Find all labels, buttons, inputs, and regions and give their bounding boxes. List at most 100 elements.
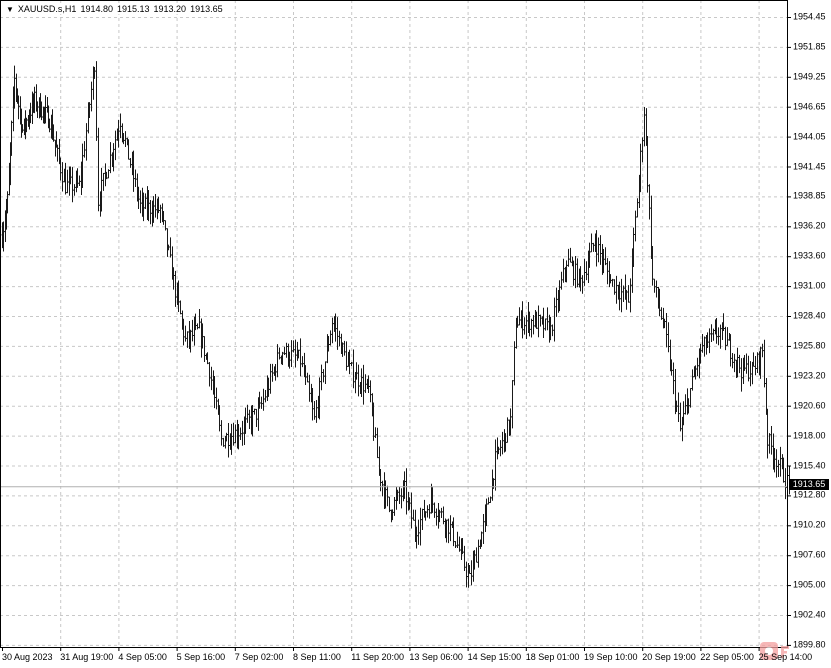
y-tick-label: 1905.00 <box>793 579 826 590</box>
ohlc-bar <box>738 354 741 374</box>
ohlc-bar <box>655 280 658 298</box>
ohlc-bar <box>551 324 554 337</box>
ohlc-bar <box>558 280 561 312</box>
ohlc-bar <box>384 480 387 509</box>
ohlc-bar <box>33 86 36 114</box>
ohlc-bar <box>445 519 448 543</box>
ohlc-bar <box>665 313 668 348</box>
ohlc-bar <box>632 227 635 268</box>
symbol-label: XAUUSD.s,H1 <box>17 4 77 14</box>
x-tick-label: 19 Sep 10:00 <box>584 652 638 662</box>
ohlc-bar <box>475 547 478 563</box>
ohlc-bar <box>539 314 542 327</box>
ohlc-bar <box>590 233 593 253</box>
close-value: 1913.65 <box>190 4 223 14</box>
ohlc-bar <box>454 541 457 548</box>
ohlc-bar <box>244 407 247 434</box>
ohlc-bar <box>485 498 488 527</box>
ohlc-bar <box>267 377 270 397</box>
ohlc-bar <box>17 95 20 120</box>
ohlc-bar <box>710 324 713 342</box>
ohlc-bar <box>85 123 88 161</box>
ohlc-bar <box>715 317 718 344</box>
ohlc-bar <box>403 471 406 499</box>
ohlc-bar <box>276 344 279 378</box>
y-tick-label: 1954.45 <box>793 11 826 22</box>
ohlc-bar <box>142 192 145 222</box>
ohlc-bar <box>10 120 13 156</box>
ohlc-bar <box>658 288 661 317</box>
ohlc-bar <box>463 545 466 572</box>
ohlc-bar <box>400 488 403 509</box>
ohlc-bar <box>338 330 341 347</box>
ohlc-bar <box>122 132 125 145</box>
ohlc-bar <box>157 196 160 214</box>
ohlc-bar <box>322 369 325 383</box>
ohlc-bar <box>301 356 304 368</box>
ohlc-bar <box>622 285 625 302</box>
ohlc-bar <box>773 447 776 473</box>
ohlc-bar <box>701 333 704 353</box>
ohlc-bar <box>360 368 363 398</box>
ohlc-bar <box>13 65 16 109</box>
ohlc-bar <box>468 564 471 574</box>
ohlc-bar <box>489 496 492 504</box>
ohlc-bar <box>206 352 209 365</box>
ohlc-bar <box>184 325 187 342</box>
ohlc-bar <box>52 124 55 142</box>
ohlc-bar <box>560 271 563 290</box>
ohlc-bar <box>511 380 514 429</box>
ohlc-bar <box>102 172 105 191</box>
ohlc-bar <box>756 352 759 373</box>
y-tick-label: 1951.85 <box>793 41 826 52</box>
ohlc-bar <box>76 168 79 188</box>
ohlc-bar <box>696 357 699 377</box>
ohlc-bar <box>112 143 115 172</box>
ohlc-bar <box>222 437 225 447</box>
x-tick-label: 8 Sep 11:00 <box>293 652 341 662</box>
ohlc-bar <box>546 307 549 331</box>
ohlc-bar <box>269 363 272 394</box>
y-tick-label: 1928.40 <box>793 310 826 321</box>
ohlc-bar <box>336 317 339 350</box>
ohlc-bar <box>308 374 311 402</box>
ohlc-bar <box>66 169 69 194</box>
ohlc-bar <box>40 101 43 121</box>
ohlc-bar <box>602 249 605 274</box>
x-tick-label: 22 Sep 05:00 <box>700 652 754 662</box>
ohlc-bar <box>408 497 411 510</box>
ohlc-bars <box>1 61 791 588</box>
ohlc-bar <box>775 449 778 478</box>
ohlc-bar <box>525 315 528 339</box>
ohlc-bar <box>350 362 353 366</box>
ohlc-bar <box>379 468 382 492</box>
ohlc-bar <box>763 339 766 388</box>
x-tick-label: 13 Sep 06:00 <box>409 652 463 662</box>
ohlc-bar <box>611 278 614 287</box>
ohlc-bar <box>6 191 9 214</box>
x-tick-label: 18 Sep 01:00 <box>525 652 580 662</box>
y-tick-label: 1946.65 <box>793 101 826 112</box>
ohlc-bar <box>532 315 535 335</box>
dropdown-triangle-icon[interactable]: ▼ <box>6 4 14 14</box>
ohlc-bar <box>281 351 284 366</box>
ohlc-bar <box>456 531 459 548</box>
ohlc-bar <box>424 511 427 521</box>
ohlc-bar <box>83 141 86 158</box>
ohlc-bar <box>69 166 72 185</box>
ohlc-bar <box>73 184 76 196</box>
y-tick-label: 1915.40 <box>793 460 826 470</box>
ohlc-bar <box>549 316 552 341</box>
ohlc-bar <box>59 157 62 181</box>
ohlc-bar <box>509 408 512 436</box>
ohlc-bar <box>613 279 616 295</box>
ohlc-bar <box>191 319 194 342</box>
ohlc-bar <box>329 330 332 346</box>
ohlc-bar <box>241 420 244 446</box>
ohlc-bar <box>660 307 663 320</box>
ohlc-bar <box>528 311 531 337</box>
ohlc-bar <box>412 509 415 521</box>
ohlc-bar <box>461 537 464 555</box>
ohlc-bar <box>431 487 434 513</box>
